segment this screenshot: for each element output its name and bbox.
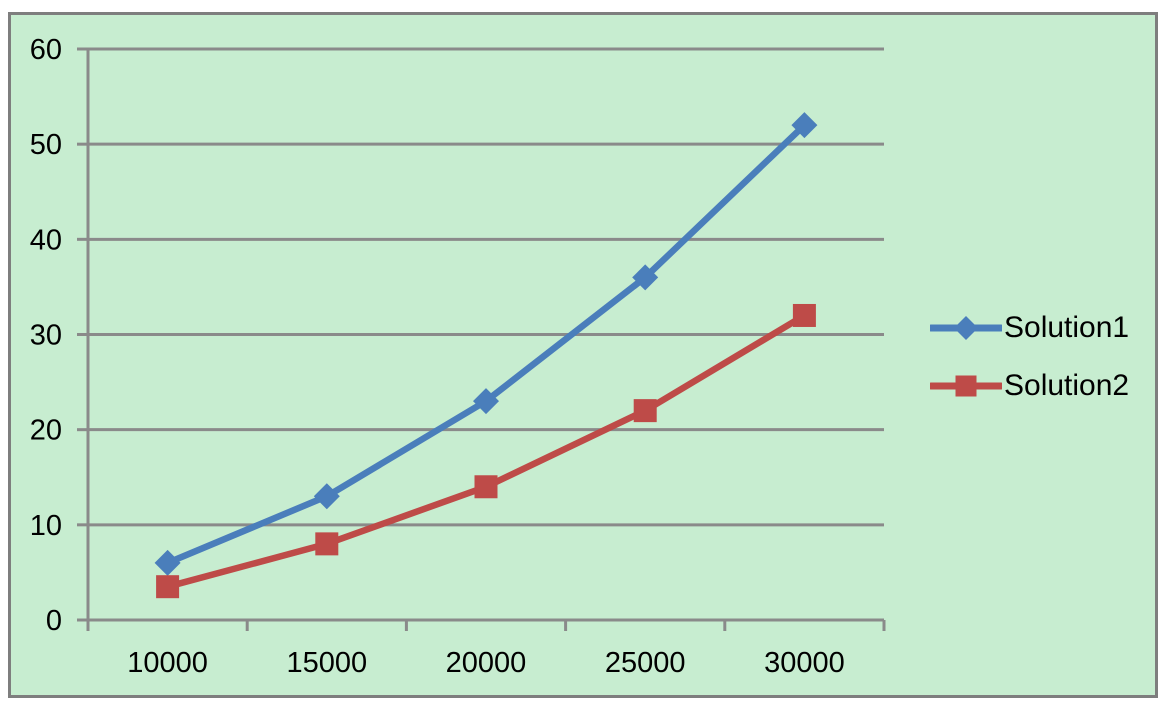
legend-item-solution2: Solution2: [930, 367, 1129, 404]
svg-text:15000: 15000: [286, 647, 367, 679]
svg-text:0: 0: [46, 605, 62, 637]
legend-item-solution1: Solution1: [930, 309, 1129, 346]
line-chart-plot: 0 10 20 30 40 50 60 10000 15000 20000 25000 30000: [30, 34, 886, 679]
svg-text:25000: 25000: [605, 647, 686, 679]
svg-text:20000: 20000: [446, 647, 527, 679]
svg-text:30: 30: [30, 320, 62, 352]
legend-label-solution1: Solution1: [1004, 311, 1130, 344]
svg-text:20: 20: [30, 415, 62, 447]
svg-text:10: 10: [30, 510, 62, 542]
svg-text:40: 40: [30, 224, 62, 256]
chart-legend: Solution1 Solution2: [930, 309, 1129, 404]
svg-text:30000: 30000: [764, 647, 845, 679]
chart-frame: 0 10 20 30 40 50 60 10000 15000 20000 25000 30000 S…: [8, 12, 1158, 698]
svg-text:60: 60: [30, 34, 62, 66]
legend-label-solution2: Solution2: [1004, 369, 1130, 402]
solution2-line-marker-icon: [930, 375, 1002, 396]
svg-text:10000: 10000: [127, 647, 208, 679]
svg-text:50: 50: [30, 129, 62, 161]
solution1-line-marker-icon: [930, 315, 1002, 340]
